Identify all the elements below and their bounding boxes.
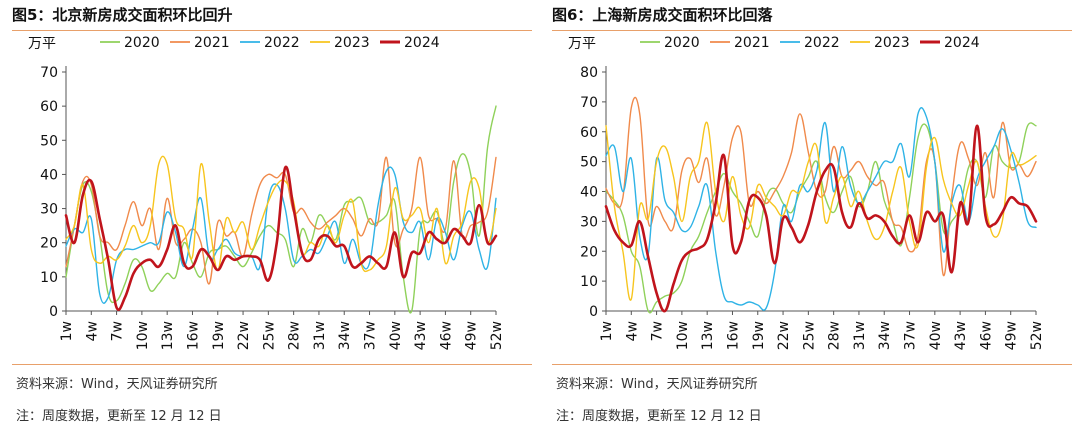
x-tick-label: 43w	[953, 321, 969, 350]
legend-label-2022: 2022	[804, 35, 840, 51]
series-group	[64, 105, 498, 314]
x-tick-label: 25w	[801, 321, 817, 350]
series-line-2022	[65, 166, 497, 304]
x-tick-label: 4w	[624, 321, 640, 341]
legend-label-2020: 2020	[124, 35, 160, 51]
series-line-2020	[65, 105, 497, 314]
series-line-2024	[604, 124, 1038, 313]
x-tick-label: 46w	[438, 321, 454, 350]
y-tick-label: 20	[40, 236, 58, 252]
y-tick-label: 0	[589, 304, 598, 320]
x-tick-label: 1w	[59, 321, 75, 341]
legend-label-2023: 2023	[874, 35, 910, 51]
x-tick-label: 52w	[489, 321, 505, 350]
chart-panel-shanghai: 图6：上海新房成交面积环比回落 万平 2020 2021 2022 2023 2024 0 1…	[552, 0, 1072, 431]
series-line-2022	[605, 107, 1037, 311]
x-tick-label: 4w	[84, 321, 100, 341]
x-tick-label: 13w	[160, 321, 176, 350]
x-tick-label: 37w	[363, 321, 379, 350]
legend-label-2021: 2021	[194, 35, 230, 51]
legend-label-2024: 2024	[944, 35, 980, 51]
x-tick-label: 22w	[236, 321, 252, 350]
chart-title: 图5：北京新房成交面积环比回升	[12, 6, 233, 24]
chart-panel-beijing: 图5：北京新房成交面积环比回升 万平 2020 2021 2022 2023 2024 0 1…	[12, 0, 532, 431]
chart-legend: 2020 2021 2022 2023 2024	[640, 35, 980, 51]
series-group	[604, 96, 1038, 314]
y-tick-label: 30	[40, 202, 58, 218]
y-tick-label: 10	[580, 274, 598, 290]
x-tick-label: 40w	[388, 321, 404, 350]
chart-source: 资料来源：Wind，天风证券研究所	[556, 377, 758, 392]
y-tick-label: 40	[580, 185, 598, 201]
y-tick-label: 50	[580, 155, 598, 171]
x-tick-label: 31w	[312, 321, 328, 350]
line-chart-beijing: 万平 2020 2021 2022 2023 2024 0 10 20 30 40 50 60 70 1w 4…	[28, 35, 505, 350]
chart-note: 注：周度数据，更新至 12 月 12 日	[16, 409, 222, 424]
x-tick-label: 28w	[287, 321, 303, 350]
y-tick-label: 20	[580, 244, 598, 260]
y-tick-label: 80	[580, 65, 598, 81]
x-tick-label: 43w	[413, 321, 429, 350]
x-tick-label: 19w	[751, 321, 767, 350]
x-tick-label: 19w	[211, 321, 227, 350]
legend-label-2024: 2024	[404, 35, 440, 51]
y-tick-label: 50	[40, 133, 58, 149]
x-tick-label: 13w	[700, 321, 716, 350]
title-divider	[12, 30, 532, 31]
chart-source: 资料来源：Wind，天风证券研究所	[16, 377, 218, 392]
x-tick-label: 25w	[261, 321, 277, 350]
x-tick-label: 28w	[827, 321, 843, 350]
legend-label-2022: 2022	[264, 35, 300, 51]
chart-title: 图6：上海新房成交面积环比回落	[552, 6, 773, 24]
legend-label-2020: 2020	[664, 35, 700, 51]
y-axis-unit: 万平	[568, 36, 596, 52]
y-tick-label: 60	[40, 99, 58, 115]
series-line-2024	[64, 165, 498, 311]
y-tick-label: 0	[49, 304, 58, 320]
x-tick-label: 49w	[1004, 321, 1020, 350]
y-axis-unit: 万平	[28, 36, 56, 52]
x-tick-label: 52w	[1029, 321, 1045, 350]
series-line-2020	[605, 122, 1037, 314]
x-tick-label: 37w	[903, 321, 919, 350]
x-tick-label: 31w	[852, 321, 868, 350]
x-tick-label: 10w	[675, 321, 691, 350]
y-tick-label: 60	[580, 125, 598, 141]
x-tick-label: 40w	[928, 321, 944, 350]
x-tick-label: 16w	[185, 321, 201, 350]
chart-legend: 2020 2021 2022 2023 2024	[100, 35, 440, 51]
x-tick-label: 34w	[337, 321, 353, 350]
x-tick-label: 49w	[464, 321, 480, 350]
x-tick-label: 22w	[776, 321, 792, 350]
chart-note: 注：周度数据，更新至 12 月 12 日	[556, 409, 762, 424]
y-tick-label: 30	[580, 214, 598, 230]
y-tick-label: 40	[40, 167, 58, 183]
y-tick-label: 70	[40, 65, 58, 81]
x-tick-label: 1w	[599, 321, 615, 341]
legend-label-2023: 2023	[334, 35, 370, 51]
x-tick-label: 10w	[135, 321, 151, 350]
x-tick-label: 16w	[725, 321, 741, 350]
x-tick-label: 46w	[978, 321, 994, 350]
series-line-2023	[65, 155, 497, 273]
x-tick-label: 7w	[650, 321, 666, 341]
title-divider	[552, 30, 1072, 31]
footer-divider	[12, 364, 532, 365]
line-chart-shanghai: 万平 2020 2021 2022 2023 2024 0 10 20 30 40 50 60 70 80 1…	[568, 35, 1045, 350]
y-tick-label: 10	[40, 270, 58, 286]
x-tick-label: 7w	[110, 321, 126, 341]
footer-divider	[552, 364, 1072, 365]
series-line-2023	[605, 121, 1037, 301]
legend-label-2021: 2021	[734, 35, 770, 51]
y-tick-label: 70	[580, 95, 598, 111]
x-tick-label: 34w	[877, 321, 893, 350]
